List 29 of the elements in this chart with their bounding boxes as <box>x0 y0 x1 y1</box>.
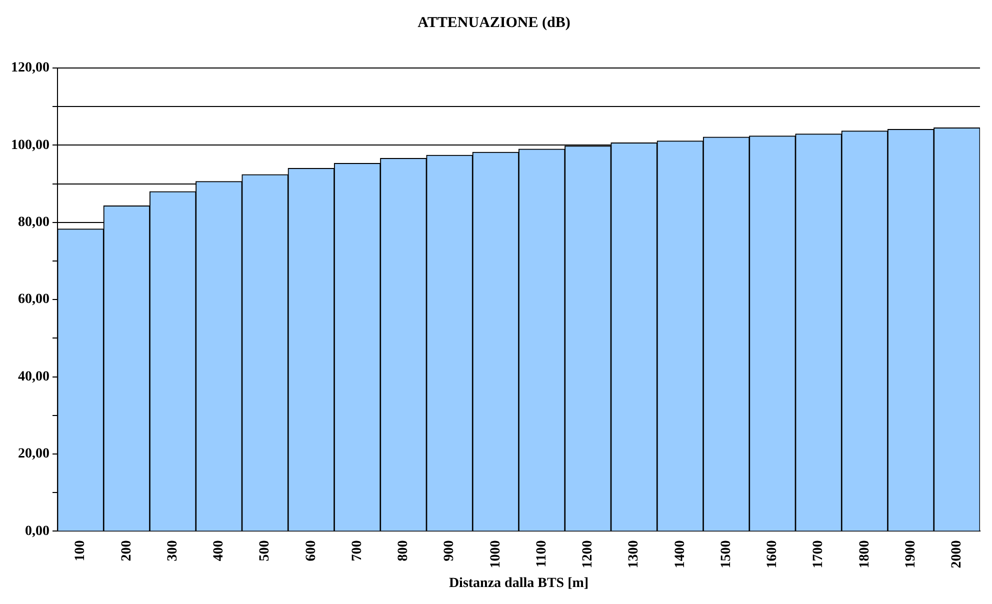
x-tick-label: 1000 <box>488 540 504 568</box>
x-tick-label: 1800 <box>857 540 872 568</box>
x-tick-label: 1300 <box>626 540 642 568</box>
x-tick-label: 2000 <box>950 540 965 568</box>
x-tick-label: 1100 <box>534 540 550 568</box>
x-tick-label: 900 <box>442 540 458 562</box>
x-tick-label: 1900 <box>903 540 918 568</box>
x-tick-label: 1700 <box>811 540 826 568</box>
x-tick-label: 700 <box>350 540 365 562</box>
x-tick-label: 100 <box>73 540 88 562</box>
x-tick-label: 1500 <box>718 540 734 568</box>
y-tick-label: 100,00 <box>11 138 50 153</box>
y-tick-label: 20,00 <box>18 446 50 462</box>
y-tick-label: 0,00 <box>25 524 50 539</box>
chart-title: ATTENUAZIONE (dB) <box>418 14 570 31</box>
x-tick-label: 600 <box>304 540 319 562</box>
y-tick-label: 60,00 <box>18 292 50 308</box>
x-tick-label: 1400 <box>672 540 688 568</box>
y-tick-label: 120,00 <box>11 60 50 76</box>
x-tick-label: 200 <box>119 540 134 562</box>
y-tick-label: 40,00 <box>18 369 50 384</box>
x-tick-label: 500 <box>258 540 273 562</box>
y-tick-label: 80,00 <box>18 215 50 230</box>
x-tick-label: 1200 <box>580 540 596 568</box>
x-tick-label: 400 <box>212 540 227 562</box>
x-tick-label: 800 <box>396 540 412 562</box>
x-tick-label: 1600 <box>765 540 780 568</box>
x-axis-title: Distanza dalla BTS [m] <box>448 576 589 592</box>
x-tick-label: 300 <box>165 540 180 562</box>
